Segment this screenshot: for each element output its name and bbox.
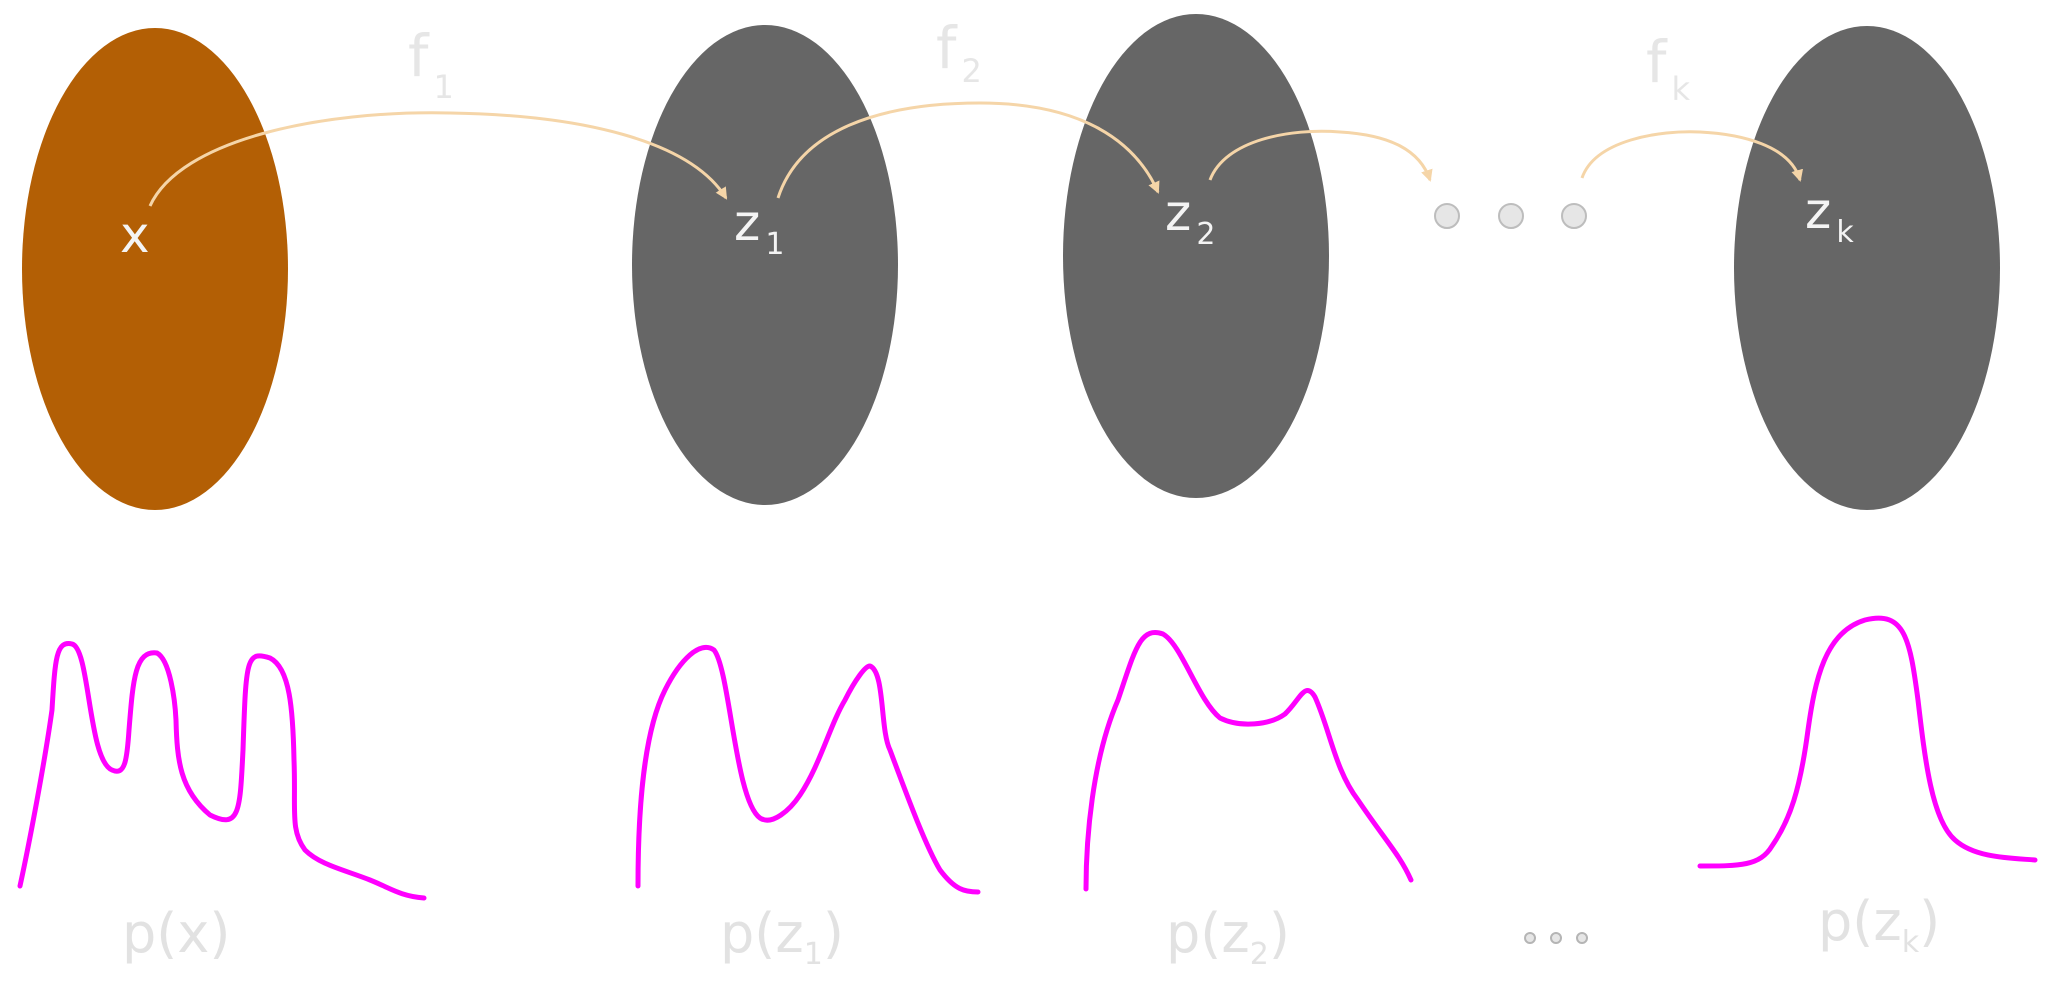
svg-text:f 1: f 1 (408, 22, 454, 106)
dist-label-pz1-close: ) (823, 902, 844, 965)
svg-text:p(z1): p(z1) (720, 902, 844, 972)
svg-text:x: x (120, 206, 150, 264)
svg-text:f 2: f 2 (936, 14, 982, 90)
node-sub-z2: 2 (1196, 217, 1215, 252)
dist-label-pzk-open: p( (1818, 890, 1873, 953)
function-sub-fk: k (1672, 70, 1691, 108)
density-curve-px (17, 641, 427, 901)
arrow-f1 (148, 111, 728, 207)
arrow-f2 (776, 101, 1160, 199)
dist-label-pz1-var: z (775, 902, 803, 965)
dist-label-px-var: x (177, 902, 209, 965)
function-label-f2: f (936, 14, 958, 82)
dist-label-px-open: p( (122, 902, 177, 965)
ellipse-z2 (1063, 14, 1329, 498)
dist-label-pzk-close: ) (1919, 890, 1940, 953)
function-sub-f2: 2 (962, 52, 982, 90)
node-label-z2: z (1165, 184, 1191, 242)
dist-label-pz2-open: p( (1166, 902, 1221, 965)
node-sub-zk: k (1836, 215, 1854, 250)
dist-label-pz2-close: ) (1269, 902, 1290, 965)
function-label-f1: f (408, 22, 430, 90)
ellipse-z1 (632, 25, 898, 505)
svg-text:z 1: z 1 (734, 194, 784, 262)
density-curve-pz2 (1083, 630, 1414, 892)
density-curve-pz1 (635, 645, 981, 895)
ellipse-zk (1734, 26, 2000, 510)
node-sub-z1: 1 (765, 227, 784, 262)
dist-label-pzk-var: z (1873, 890, 1901, 953)
ellipsis-small-dot-2 (1550, 932, 1562, 944)
arrow-fk (1580, 130, 1804, 182)
svg-text:z k: z k (1805, 182, 1854, 250)
svg-text:p(zk): p(zk) (1818, 890, 1940, 960)
density-curve-pzk (1697, 615, 2038, 869)
ellipse-x (22, 28, 288, 510)
dist-label-pz2-sub: 2 (1250, 937, 1269, 972)
arrow-f3 (1208, 129, 1433, 182)
node-label-z1: z (734, 194, 760, 252)
svg-text:f k: f k (1646, 28, 1691, 108)
dist-label-pzk-sub: k (1902, 925, 1920, 960)
ellipsis-small-dot-1 (1524, 932, 1536, 944)
node-label-x: x (120, 206, 150, 264)
dist-label-px-close: ) (209, 902, 230, 965)
function-label-fk: f (1646, 28, 1668, 96)
dist-label-pz2-var: z (1221, 902, 1249, 965)
ellipsis-dot-1 (1434, 203, 1460, 229)
ellipsis-small-dot-3 (1576, 932, 1588, 944)
svg-text:p(x): p(x) (122, 902, 230, 965)
dist-label-pz1-open: p( (720, 902, 775, 965)
svg-text:z 2: z 2 (1165, 184, 1215, 252)
svg-text:p(z2): p(z2) (1166, 902, 1290, 972)
dist-label-pz1-sub: 1 (804, 937, 823, 972)
ellipsis-dot-2 (1498, 203, 1524, 229)
function-sub-f1: 1 (434, 68, 454, 106)
node-label-zk: z (1805, 182, 1831, 240)
ellipsis-dot-3 (1561, 203, 1587, 229)
